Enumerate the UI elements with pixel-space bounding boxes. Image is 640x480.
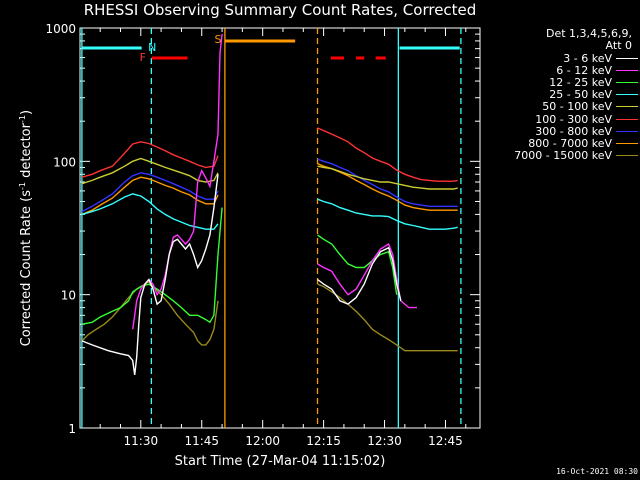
chart-title: RHESSI Observing Summary Count Rates, Co… [83, 1, 477, 19]
series-line [81, 176, 219, 216]
timestamp-footer: 16-Oct-2021 08:30 [556, 467, 638, 476]
series-line [317, 165, 458, 190]
legend-swatch [616, 69, 638, 71]
y-tick-label: 10 [61, 289, 76, 303]
legend-entry: 25 - 50 keV [482, 88, 638, 102]
y-tick-label: 1000 [45, 22, 76, 36]
legend: Det 1,3,4,5,6,9, Att 0 3 - 6 keV 6 - 12 k… [482, 28, 638, 162]
legend-label: 12 - 25 keV [549, 75, 612, 89]
series-line [81, 141, 219, 178]
series-line [81, 193, 219, 230]
series-line [81, 172, 219, 213]
x-axis-label: Start Time (27-Mar-04 11:15:02) [174, 454, 386, 469]
y-tick-label: 100 [53, 155, 76, 169]
series-line [317, 283, 458, 352]
x-tick-label: 11:30 [124, 434, 159, 448]
legend-header-attenuator: Att 0 [605, 39, 632, 52]
legend-swatch [616, 94, 638, 96]
legend-label: 25 - 50 keV [549, 88, 612, 102]
legend-label: 6 - 12 keV [556, 63, 612, 77]
y-axis-label: Corrected Count Rate (s-1 detector-1) [17, 109, 35, 347]
legend-entry: 7000 - 15000 keV [482, 149, 638, 163]
series-line [81, 207, 223, 325]
x-tick-label: 12:00 [245, 434, 280, 448]
legend-entry: 300 - 800 keV [482, 124, 638, 138]
legend-label: 3 - 6 keV [563, 51, 612, 65]
y-tick-label: 1 [68, 422, 76, 436]
legend-entry: 800 - 7000 keV [482, 136, 638, 150]
series-line [81, 280, 219, 346]
legend-entry: 3 - 6 keV [482, 51, 638, 65]
series-line [317, 127, 458, 182]
legend-label: 800 - 7000 keV [528, 136, 612, 150]
legend-entry: 50 - 100 keV [482, 100, 638, 114]
legend-label: 300 - 800 keV [535, 124, 612, 138]
legend-swatch [616, 57, 638, 59]
plot-frame [79, 27, 481, 429]
legend-header-detectors: Det 1,3,4,5,6,9, [545, 27, 632, 40]
legend-entry: 6 - 12 keV [482, 63, 638, 77]
x-tick-label: 12:45 [428, 434, 463, 448]
legend-swatch [616, 81, 638, 83]
legend-label: 50 - 100 keV [542, 100, 612, 114]
flag-marker: N [148, 41, 156, 54]
legend-entry: 100 - 300 keV [482, 112, 638, 126]
legend-swatch [616, 142, 638, 144]
legend-swatch [616, 106, 638, 108]
legend-swatch [616, 118, 638, 120]
x-tick-label: 12:15 [306, 434, 341, 448]
series-line [317, 234, 398, 295]
series-line [81, 174, 219, 375]
flag-marker: F [140, 51, 146, 64]
series-line [317, 198, 458, 230]
x-tick-label: 11:45 [184, 434, 219, 448]
legend-swatch [616, 130, 638, 132]
x-tick-label: 12:30 [367, 434, 402, 448]
series-line [81, 157, 219, 185]
series-line [317, 246, 402, 305]
flag-marker: S [214, 33, 221, 46]
legend-label: 7000 - 15000 keV [514, 149, 612, 163]
legend-label: 100 - 300 keV [535, 112, 612, 126]
series-line [317, 158, 458, 208]
legend-swatch [616, 155, 638, 157]
legend-entry: 12 - 25 keV [482, 75, 638, 89]
